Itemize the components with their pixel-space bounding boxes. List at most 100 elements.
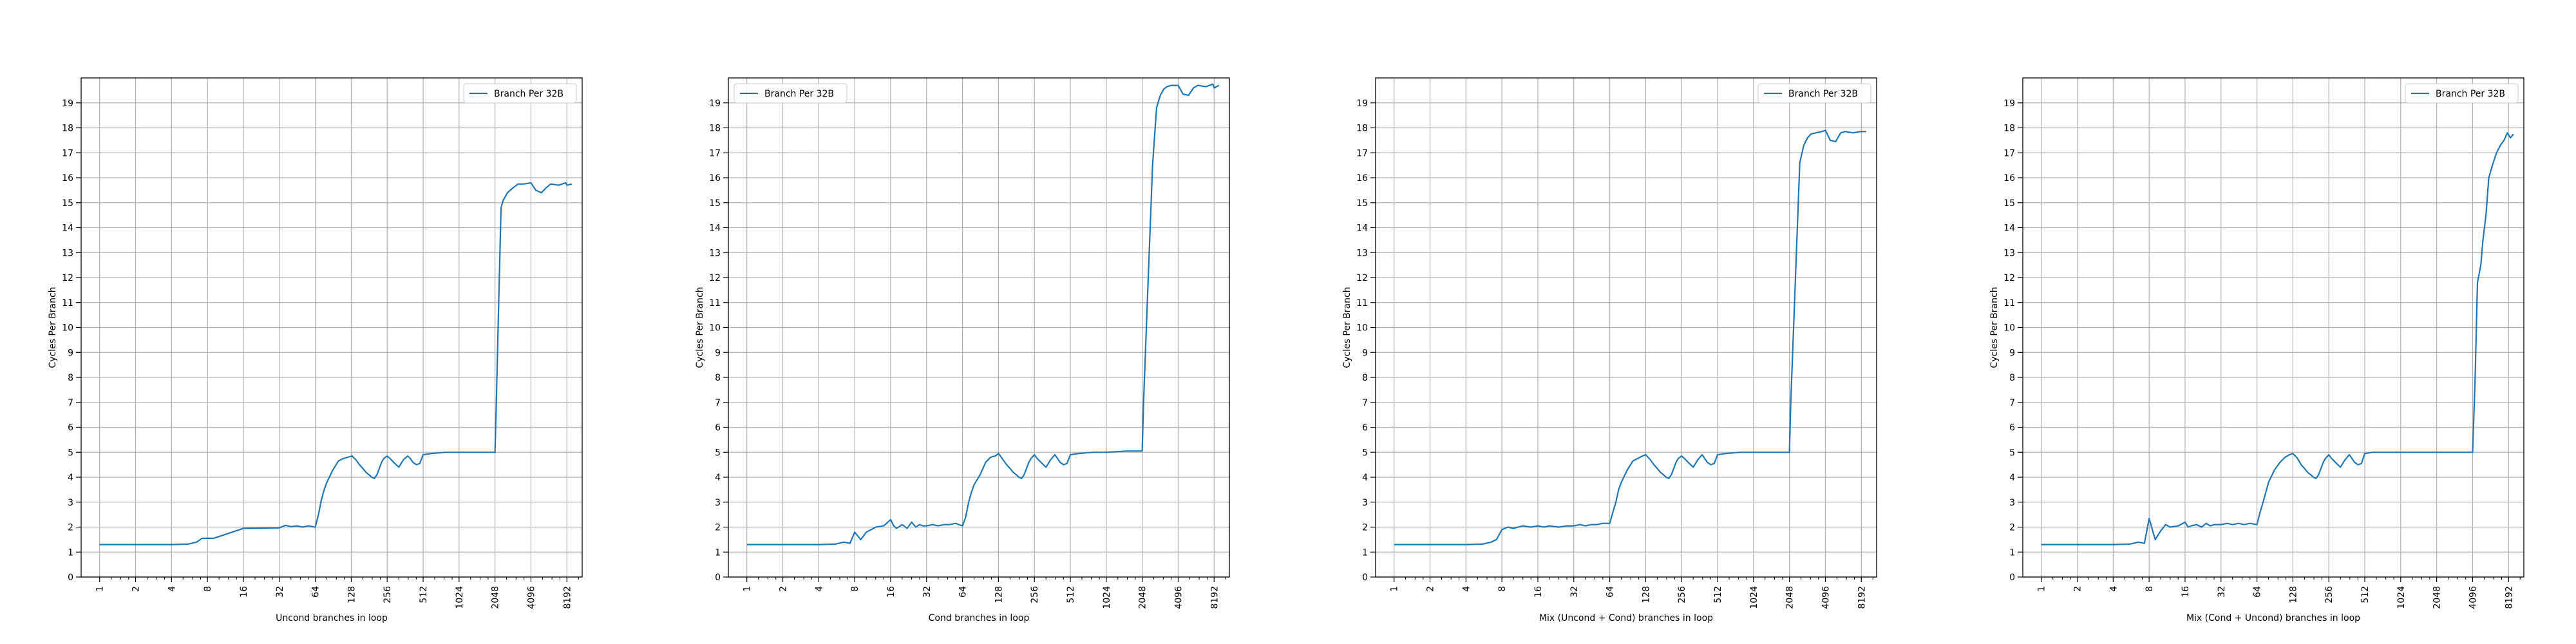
x-tick-label: 2048 bbox=[1138, 586, 1148, 609]
y-tick-label: 13 bbox=[2003, 248, 2015, 258]
y-tick-label: 8 bbox=[1362, 373, 1368, 383]
y-tick-label: 1 bbox=[2009, 547, 2015, 558]
y-tick-label: 14 bbox=[2003, 223, 2015, 234]
y-tick-label: 13 bbox=[709, 248, 721, 258]
y-tick-label: 13 bbox=[1356, 248, 1368, 258]
legend-label: Branch Per 32B bbox=[764, 89, 834, 99]
x-axis-label: Uncond branches in loop bbox=[276, 613, 388, 623]
y-axis-label: Cycles Per Branch bbox=[1342, 287, 1352, 368]
y-tick-label: 15 bbox=[1356, 198, 1368, 209]
legend: Branch Per 32B bbox=[463, 83, 577, 104]
y-tick-label: 2 bbox=[68, 523, 73, 533]
y-tick-label: 3 bbox=[715, 498, 721, 508]
x-tick-label: 4 bbox=[814, 586, 824, 592]
y-tick-label: 2 bbox=[2009, 523, 2015, 533]
y-tick-label: 11 bbox=[709, 298, 721, 308]
y-tick-label: 15 bbox=[709, 198, 721, 209]
x-tick-label: 8192 bbox=[1209, 586, 1220, 609]
x-tick-label: 1024 bbox=[1102, 586, 1112, 609]
x-tick-label: 128 bbox=[2288, 586, 2298, 603]
x-tick-label: 64 bbox=[1605, 586, 1616, 598]
y-tick-label: 9 bbox=[715, 348, 721, 358]
legend-box bbox=[463, 83, 577, 104]
y-tick-label: 8 bbox=[2009, 373, 2015, 383]
y-tick-label: 19 bbox=[1356, 99, 1368, 109]
y-tick-label: 18 bbox=[709, 124, 721, 134]
x-tick-label: 256 bbox=[383, 586, 393, 603]
y-tick-label: 7 bbox=[715, 398, 721, 408]
y-tick-label: 14 bbox=[1356, 223, 1368, 234]
x-tick-label: 8 bbox=[1497, 586, 1508, 592]
x-tick-label: 2 bbox=[779, 586, 789, 592]
x-tick-label: 1 bbox=[743, 586, 753, 592]
y-tick-label: 1 bbox=[1362, 547, 1368, 558]
y-tick-label: 15 bbox=[62, 198, 73, 209]
x-tick-label: 4096 bbox=[526, 586, 536, 609]
x-tick-label: 32 bbox=[922, 586, 933, 598]
x-axis-label: Mix (Cond + Uncond) branches in loop bbox=[2186, 613, 2360, 623]
y-tick-label: 6 bbox=[1362, 423, 1368, 433]
legend-box bbox=[734, 83, 848, 104]
series-line-1 bbox=[746, 83, 1220, 545]
y-tick-label: 7 bbox=[1362, 398, 1368, 408]
y-tick-label: 16 bbox=[2003, 173, 2015, 184]
chart-panel-2: 1 2 4 8 16 32 64 128 256 512 1024 2048 4096 819201234… bbox=[695, 77, 1230, 623]
x-tick-label: 4 bbox=[167, 586, 177, 592]
y-tick-label: 19 bbox=[62, 99, 73, 109]
legend-box bbox=[1757, 83, 1871, 104]
x-tick-label: 2 bbox=[1426, 586, 1436, 592]
y-tick-label: 10 bbox=[2003, 323, 2015, 334]
y-tick-label: 7 bbox=[68, 398, 73, 408]
gridlines bbox=[81, 78, 582, 578]
x-tick-label: 256 bbox=[1677, 586, 1687, 603]
x-tick-label: 512 bbox=[1066, 586, 1076, 603]
x-tick-label: 64 bbox=[311, 586, 321, 598]
y-tick-label: 5 bbox=[1362, 448, 1368, 458]
x-tick-label: 512 bbox=[1713, 586, 1723, 603]
x-tick-label: 1 bbox=[2037, 586, 2047, 592]
y-tick-label: 17 bbox=[709, 148, 721, 158]
x-tick-label: 2048 bbox=[491, 586, 501, 609]
x-minor-ticks bbox=[758, 577, 1226, 580]
x-tick-label: 8192 bbox=[2504, 586, 2514, 609]
y-tick-label: 6 bbox=[2009, 423, 2015, 433]
y-tick-label: 18 bbox=[2003, 124, 2015, 134]
axes-frame bbox=[2022, 77, 2524, 578]
y-axis-label: Cycles Per Branch bbox=[1989, 287, 2000, 368]
y-tick-label: 0 bbox=[2009, 573, 2015, 583]
y-tick-label: 6 bbox=[715, 423, 721, 433]
y-tick-label: 3 bbox=[2009, 498, 2015, 508]
y-tick-label: 5 bbox=[715, 448, 721, 458]
y-tick-label: 10 bbox=[62, 323, 73, 334]
x-tick-label: 128 bbox=[1641, 586, 1651, 603]
y-tick-label: 17 bbox=[62, 148, 73, 158]
axes-frame bbox=[80, 77, 583, 578]
y-tick-label: 11 bbox=[2003, 298, 2015, 308]
x-tick-label: 32 bbox=[2217, 586, 2227, 598]
x-tick-label: 8 bbox=[2145, 586, 2155, 592]
y-tick-label: 9 bbox=[1362, 348, 1368, 358]
x-tick-label: 1024 bbox=[455, 586, 465, 609]
x-tick-label: 128 bbox=[994, 586, 1004, 603]
y-tick-label: 0 bbox=[1362, 573, 1368, 583]
y-tick-label: 16 bbox=[62, 173, 73, 184]
y-tick-label: 12 bbox=[709, 273, 721, 283]
y-tick-label: 2 bbox=[715, 523, 721, 533]
y-tick-label: 8 bbox=[715, 373, 721, 383]
y-tick-label: 1 bbox=[68, 547, 73, 558]
x-tick-label: 8 bbox=[850, 586, 860, 592]
legend: Branch Per 32B bbox=[734, 83, 848, 104]
y-tick-label: 2 bbox=[1362, 523, 1368, 533]
y-tick-label: 10 bbox=[709, 323, 721, 334]
y-tick-label: 18 bbox=[1356, 124, 1368, 134]
y-tick-label: 3 bbox=[1362, 498, 1368, 508]
x-tick-label: 4 bbox=[1461, 586, 1472, 592]
series-line-1 bbox=[2041, 132, 2514, 545]
legend: Branch Per 32B bbox=[2405, 83, 2519, 104]
y-tick-label: 0 bbox=[68, 573, 73, 583]
x-tick-label: 1024 bbox=[2396, 586, 2407, 609]
y-axis-label: Cycles Per Branch bbox=[48, 287, 58, 368]
x-tick-label: 4 bbox=[2108, 586, 2119, 592]
x-axis-label: Mix (Uncond + Cond) branches in loop bbox=[1539, 613, 1713, 623]
